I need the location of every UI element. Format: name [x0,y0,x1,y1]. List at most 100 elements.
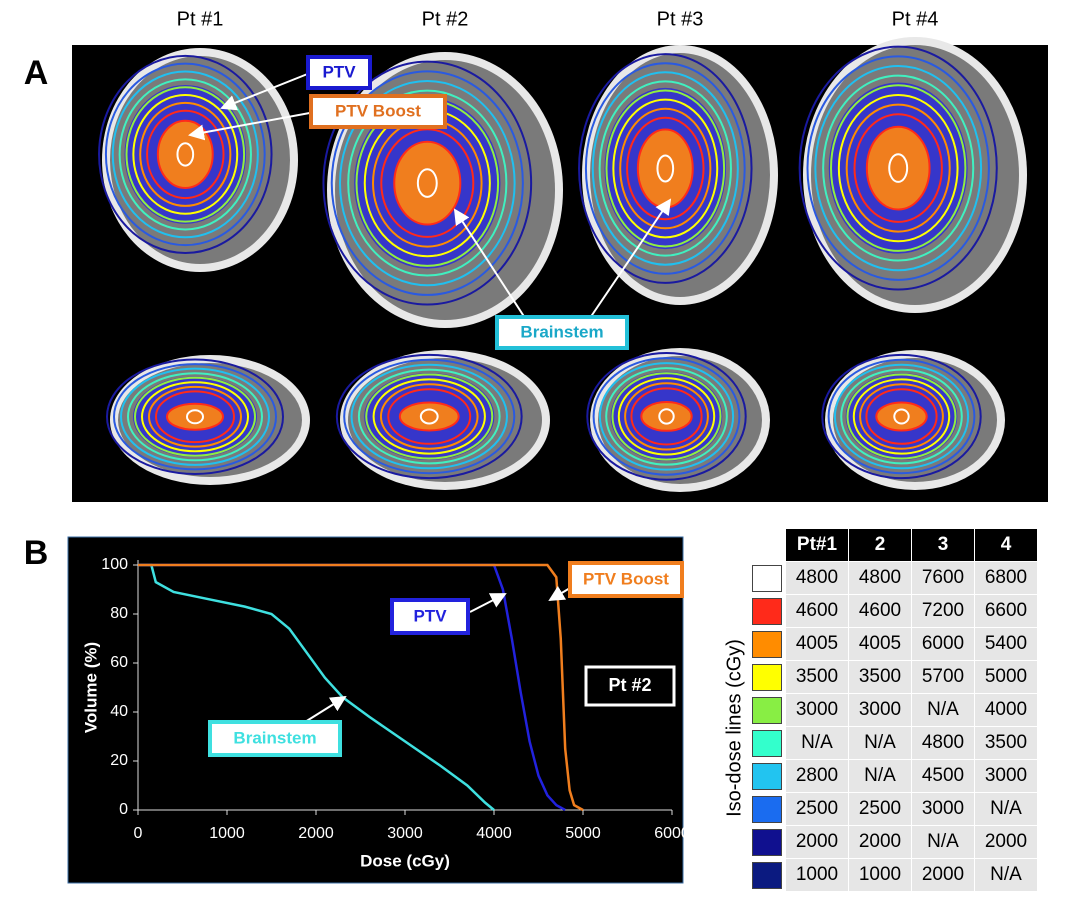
table-row: 1000 1000 2000 N/A [748,858,1038,892]
swatch-cell [748,627,786,661]
isodose-line [612,98,719,239]
boost [640,401,693,432]
dose-cell: 4005 [848,627,912,661]
boost [393,140,462,226]
label-box [495,315,629,350]
color-swatch [752,630,782,658]
isodose-line [139,101,232,207]
isodose-line [365,373,494,460]
y-tick-label: 80 [110,605,128,622]
annotations: PTV PTV Boost Brainstem [188,55,672,350]
boost [156,119,214,189]
color-swatch [752,861,782,889]
swatch-cell [748,660,786,694]
column-label: Pt #3 [657,8,704,30]
hot-spot [658,408,675,425]
dose-cell: N/A [911,693,975,727]
color-swatch [752,597,782,625]
isodose-line [852,378,951,455]
annotation-arrow [304,695,347,723]
dose-cell: 2000 [974,825,1038,859]
x-tick-label: 2000 [298,825,334,842]
isodose-line [118,78,252,231]
color-swatch [752,663,782,691]
isodose-line [598,362,735,471]
swatch-cell [748,561,786,595]
y-tick-label: 40 [110,703,128,720]
dose-cell: 4000 [974,693,1038,727]
isodose-line [617,377,716,456]
color-swatch [752,564,782,592]
isodose-line [155,390,235,444]
isodose-line [814,64,983,272]
dvh-line [138,563,566,812]
dose-cell: N/A [974,792,1038,826]
table-row: 3000 3000 N/A 4000 [748,693,1038,727]
isodose-line [387,388,472,445]
table-row: 4005 4005 6000 5400 [748,627,1038,661]
table-row: 4800 4800 7600 6800 [748,561,1038,595]
isodose-line [372,378,486,455]
label-box [390,598,470,635]
x-tick-label: 1000 [209,825,245,842]
panel-label: B [24,534,49,572]
isodose-line [806,55,990,281]
annotation: PTV Boost [335,101,421,120]
annotation-arrow [469,593,507,613]
isodose-line [591,71,739,266]
y-tick-label: 60 [110,654,128,671]
isodose-line [624,382,709,451]
dose-cell: 1000 [785,858,849,892]
hot-spot [893,408,910,425]
isodose-line [827,358,976,475]
label-box [208,720,342,757]
dose-cell: 2500 [785,792,849,826]
isodose-line [335,353,523,480]
dose-cell: 1000 [848,858,912,892]
isodose-line [859,383,944,450]
boost [398,401,460,432]
dose-cell: 4800 [785,561,849,595]
dose-cell: 3000 [974,759,1038,793]
isodose-line [586,352,747,481]
hot-spot [888,153,909,183]
boost [865,125,931,211]
isodose-table: Pt#1 2 3 4 4800 4800 7600 6800 4600 4600 7200 6600 4… [748,528,1038,892]
dose-cell: 2000 [785,825,849,859]
isodose-line [350,363,508,470]
x-axis-label: Dose (cGy) [360,851,450,870]
isodose-line [821,353,982,480]
dose-cell: 5400 [974,627,1038,661]
x-tick-label: 5000 [565,825,601,842]
hot-spot [176,142,195,167]
dose-cell: 2800 [785,759,849,793]
color-swatch [752,795,782,823]
column-label: Pt #4 [892,8,939,30]
dose-cell: 4800 [911,726,975,760]
isodose-line [605,89,726,248]
hot-spot [419,408,439,425]
table-row: N/A N/A 4800 3500 [748,726,1038,760]
isodose-line [833,363,970,470]
isodose-line [146,109,225,200]
dose-cell: 4800 [848,561,912,595]
isodose-line [132,94,239,215]
dose-cell: 3500 [785,660,849,694]
x-tick-label: 3000 [387,825,423,842]
isodose-line [578,53,753,284]
dose-cell: 3000 [785,693,849,727]
isodose-line [798,45,998,291]
isodose-line [584,62,746,275]
series-label: PTV Boost [583,569,669,588]
isodose-line [106,358,284,475]
swatch-cell [748,858,786,892]
isodose-line [619,107,712,230]
isodose-line [837,93,959,243]
header-row: Pt#1 2 3 4 [748,528,1038,562]
column-label: Pt #1 [177,8,224,30]
chart-annotation: Pt #2 [608,675,651,695]
swatch-cell [748,726,786,760]
dose-cell: N/A [974,858,1038,892]
dose-cell: 6800 [974,561,1038,595]
corner [748,528,786,562]
